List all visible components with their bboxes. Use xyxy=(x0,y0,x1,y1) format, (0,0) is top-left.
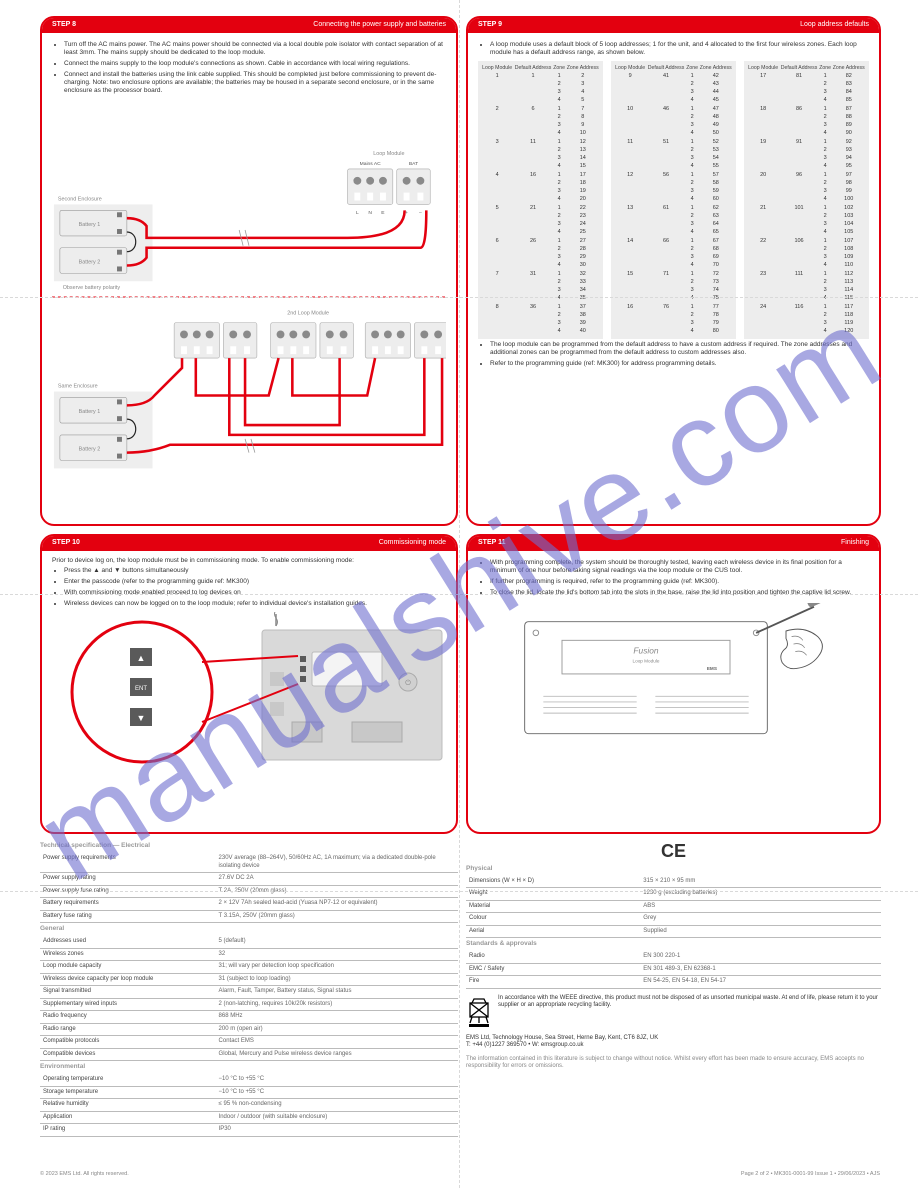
weee-block: In accordance with the WEEE directive, t… xyxy=(466,995,881,1027)
svg-text:Loop Module: Loop Module xyxy=(373,151,404,157)
svg-text:Observe battery polarity: Observe battery polarity xyxy=(63,285,121,291)
svg-text:–: – xyxy=(419,211,422,216)
step10-num: STEP 10 xyxy=(52,539,80,548)
step11-title: Finishing xyxy=(841,539,869,548)
mfr-line1: EMS Ltd, Technology House, Sea Street, H… xyxy=(466,1035,881,1043)
step9-title: Loop address defaults xyxy=(800,21,869,30)
spec-heading-stds: Standards & approvals xyxy=(466,940,881,948)
svg-text:E: E xyxy=(381,210,385,216)
step10-intro: Prior to device log on, the loop module … xyxy=(52,557,446,565)
svg-text:Loop Module: Loop Module xyxy=(632,659,659,664)
spec-table-stds: RadioEN 300 220-1EMC / SafetyEN 301 489-… xyxy=(466,951,881,989)
svg-text:L: L xyxy=(356,210,359,216)
spec-heading-env: Environmental xyxy=(40,1063,458,1071)
finishing-illustration: Fusion Loop Module EMS xyxy=(504,603,844,743)
panel-step10: STEP 10 Commissioning mode Prior to devi… xyxy=(40,534,458,834)
svg-text:N: N xyxy=(368,210,372,216)
spec-heading-elec: Technical specification — Electrical xyxy=(40,842,458,850)
svg-text:Battery 2: Battery 2 xyxy=(79,259,101,265)
ce-mark: CE xyxy=(661,841,686,861)
step8-title: Connecting the power supply and batterie… xyxy=(313,21,446,30)
svg-text:Fusion: Fusion xyxy=(633,646,658,656)
step11-num: STEP 11 xyxy=(478,539,506,548)
svg-text:⏻: ⏻ xyxy=(405,679,411,687)
spec-left: Technical specification — Electrical Pow… xyxy=(40,840,458,1137)
step10-bullets: Press the ▲ and ▼ buttons simultaneously… xyxy=(52,567,446,609)
step8-num: STEP 8 xyxy=(52,21,76,30)
weee-icon xyxy=(466,995,492,1027)
panel-step9: STEP 9 Loop address defaults A loop modu… xyxy=(466,16,881,526)
step8-bullets: Turn off the AC mains power. The AC main… xyxy=(52,41,446,96)
svg-text:Battery 1: Battery 1 xyxy=(79,409,101,415)
spec-table-env: Operating temperature−10 °C to +55 °CSto… xyxy=(40,1074,458,1137)
spec-right: CE Physical Dimensions (W × H × D)315 × … xyxy=(466,840,881,1071)
fold-guide-h3 xyxy=(0,891,918,892)
mfr-line2: T: +44 (0)1227 369570 • W: emsgroup.co.u… xyxy=(466,1042,881,1050)
svg-text:▼: ▼ xyxy=(137,713,146,723)
svg-text:2nd Loop Module: 2nd Loop Module xyxy=(287,310,329,316)
svg-text:Battery 2: Battery 2 xyxy=(79,446,101,452)
commissioning-illustration: ⏻ xyxy=(52,612,452,782)
spec-table-elec: Power supply requirements230V average (8… xyxy=(40,853,458,923)
fold-guide-h1 xyxy=(0,297,918,298)
wiring-diagram: Second Enclosure Battery 1 Battery 2 Obs… xyxy=(52,100,446,474)
panel-step8: STEP 8 Connecting the power supply and b… xyxy=(40,16,458,526)
footer-right: Page 2 of 2 • MK301-0001-99 Issue 1 • 29… xyxy=(741,1171,880,1178)
spec-table-gen: Addresses used5 (default)Wireless zones3… xyxy=(40,936,458,1061)
svg-text:Same Enclosure: Same Enclosure xyxy=(58,383,98,389)
spec-heading-gen: General xyxy=(40,925,458,933)
svg-text:Second Enclosure: Second Enclosure xyxy=(58,196,102,202)
svg-text:Battery 1: Battery 1 xyxy=(79,222,101,228)
svg-text:▲: ▲ xyxy=(137,653,146,663)
step11-bullets: With programming complete, the system sh… xyxy=(478,559,869,598)
step9-num: STEP 9 xyxy=(478,21,502,30)
spec-table-phys: Dimensions (W × H × D)315 × 210 × 95 mmW… xyxy=(466,876,881,939)
svg-text:BAT: BAT xyxy=(409,161,418,167)
step10-title: Commissioning mode xyxy=(379,539,446,548)
svg-text:ENT: ENT xyxy=(135,686,147,692)
step9-footnotes: The loop module can be programmed from t… xyxy=(478,341,869,368)
svg-text:Mains AC: Mains AC xyxy=(360,161,381,167)
spec-heading-phys: Physical xyxy=(466,865,881,873)
panel-step11: STEP 11 Finishing With programming compl… xyxy=(466,534,881,834)
weee-text: In accordance with the WEEE directive, t… xyxy=(498,995,881,1010)
svg-text:EMS: EMS xyxy=(706,666,716,671)
disclaimer: The information contained in this litera… xyxy=(466,1056,881,1071)
step9-intro: A loop module uses a default block of 5 … xyxy=(478,41,869,57)
fold-guide-h2 xyxy=(0,594,918,595)
page-footer: © 2023 EMS Ltd. All rights reserved. Pag… xyxy=(40,1171,880,1178)
footer-left: © 2023 EMS Ltd. All rights reserved. xyxy=(40,1171,129,1178)
